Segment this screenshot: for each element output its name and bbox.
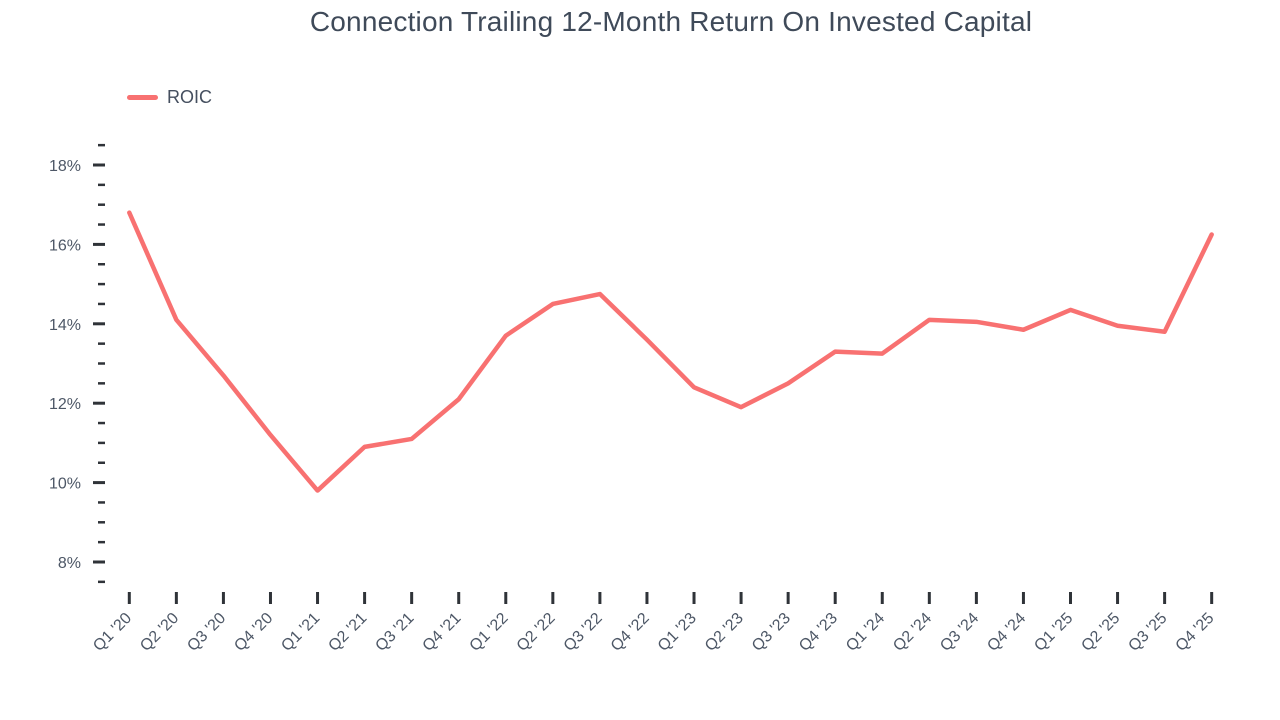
x-axis-tick-label: Q2 '24 — [890, 610, 935, 655]
x-axis-tick-label: Q4 '23 — [796, 610, 841, 655]
y-axis-tick-label: 14% — [49, 317, 81, 334]
x-axis-labels: Q1 '20 Q2 '20 Q3 '20 Q4 '20 Q1 '21 Q2 '21 Q3 '… — [90, 610, 1217, 655]
x-axis-tick-label: Q3 '25 — [1125, 610, 1170, 655]
legend-line-swatch-icon — [127, 95, 158, 100]
y-axis-tick-label: 12% — [49, 396, 81, 413]
x-axis-tick-label: Q4 '20 — [231, 610, 276, 655]
y-axis-ticks — [93, 143, 105, 584]
x-axis-tick-label: Q2 '21 — [325, 610, 370, 655]
x-axis-tick-label: Q4 '24 — [984, 610, 1029, 655]
chart-title: Connection Trailing 12-Month Return On I… — [309, 6, 1033, 37]
x-axis-tick-label: Q2 '25 — [1078, 610, 1123, 655]
x-axis-tick-label: Q3 '20 — [184, 610, 229, 655]
x-axis-tick-label: Q3 '22 — [561, 610, 606, 655]
x-axis-tick-label: Q3 '24 — [937, 610, 982, 655]
y-axis-labels: 8% 10% 12% 14% 16% 18% — [49, 158, 81, 572]
x-axis-tick-label: Q1 '24 — [843, 610, 888, 655]
x-axis-tick-label: Q1 '25 — [1031, 610, 1076, 655]
x-axis-tick-label: Q1 '20 — [90, 610, 135, 655]
roic-line-path — [127, 210, 1214, 493]
x-axis-tick-label: Q2 '22 — [514, 610, 559, 655]
y-axis-tick-label: 16% — [49, 237, 81, 254]
x-axis-tick-label: Q4 '21 — [420, 610, 465, 655]
y-axis-tick-label: 18% — [49, 158, 81, 175]
x-axis-tick-label: Q2 '20 — [137, 610, 182, 655]
x-axis-tick-label: Q1 '23 — [655, 610, 700, 655]
legend-item-roic-label: ROIC — [167, 87, 212, 107]
x-axis-tick-label: Q4 '22 — [608, 610, 653, 655]
y-axis-tick-label: 10% — [49, 476, 81, 493]
x-axis-tick-label: Q4 '25 — [1173, 610, 1218, 655]
legend: ROIC — [127, 87, 212, 108]
x-axis-tick-label: Q1 '22 — [467, 610, 512, 655]
x-axis-tick-label: Q1 '21 — [278, 610, 323, 655]
x-axis-ticks — [127, 592, 1214, 604]
x-axis-tick-label: Q2 '23 — [702, 610, 747, 655]
y-axis-tick-label: 8% — [58, 555, 81, 572]
x-axis-tick-label: Q3 '23 — [749, 610, 794, 655]
roic-series-line — [127, 210, 1214, 493]
x-axis-tick-label: Q3 '21 — [372, 610, 417, 655]
